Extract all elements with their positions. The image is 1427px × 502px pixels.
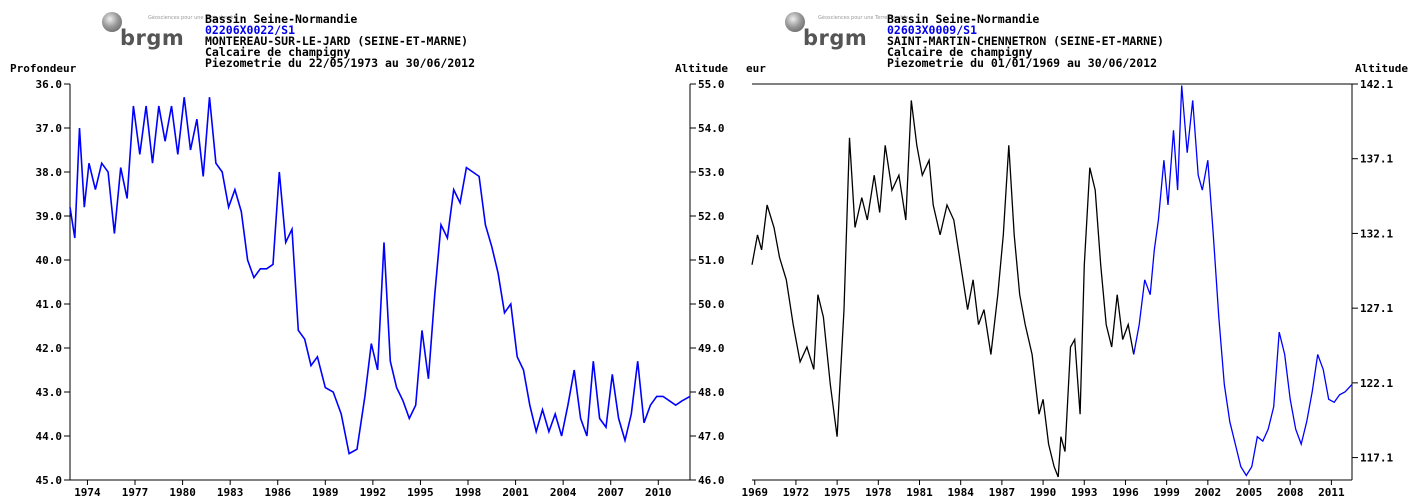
x-tick-label: 1990 <box>1030 486 1057 499</box>
left-tick-label: 38.0 <box>36 166 63 179</box>
x-tick-label: 2002 <box>1195 486 1222 499</box>
chart-header: Bassin Seine-Normandie 02206X0022/S1 MON… <box>205 12 476 70</box>
brgm-logo-icon <box>102 12 122 32</box>
header-basin: Bassin Seine-Normandie <box>205 12 358 26</box>
right-tick-label: 48.0 <box>698 386 725 399</box>
x-tick-label: 1995 <box>407 486 434 499</box>
header-code: 02603X0009/S1 <box>887 23 978 37</box>
right-chart-plot: 142.1 137.1 132.1 127.1 122.1 117.1 1969 1972 19… <box>741 78 1393 499</box>
header-aquifer: Calcaire de champigny <box>887 45 1033 59</box>
x-tick-label: 1984 <box>947 486 974 499</box>
right-tick-label: 47.0 <box>698 430 725 443</box>
left-axis-label: Profondeur <box>10 62 77 75</box>
x-tick-label: 1996 <box>1112 486 1139 499</box>
right-axis-label: Altitude <box>675 62 728 75</box>
x-tick-label: 2010 <box>645 486 672 499</box>
left-tick-label: 39.0 <box>36 210 63 223</box>
left-tick-label: 45.0 <box>36 474 63 487</box>
right-tick-label: 50.0 <box>698 298 725 311</box>
right-tick-label: 137.1 <box>1360 153 1393 166</box>
right-tick-label: 52.0 <box>698 210 725 223</box>
right-tick-label: 46.0 <box>698 474 725 487</box>
x-tick-label: 1977 <box>122 486 149 499</box>
left-chart-plot: 36.0 37.0 38.0 39.0 40.0 41.0 42.0 43.0 44.0 45.0… <box>36 78 725 499</box>
x-tick-label: 1975 <box>824 486 851 499</box>
brgm-logo-icon <box>785 12 805 32</box>
right-tick-label: 127.1 <box>1360 302 1393 315</box>
x-tick-label: 1986 <box>264 486 291 499</box>
right-tick-label: 142.1 <box>1360 78 1393 91</box>
left-tick-label: 42.0 <box>36 342 63 355</box>
header-basin: Bassin Seine-Normandie <box>887 12 1040 26</box>
left-tick-label: 43.0 <box>36 386 63 399</box>
x-tick-label: 1974 <box>74 486 101 499</box>
x-tick-label: 1981 <box>906 486 933 499</box>
right-tick-label: 122.1 <box>1360 377 1393 390</box>
x-tick-label: 1993 <box>1071 486 1098 499</box>
header-commune: MONTEREAU-SUR-LE-JARD (SEINE-ET-MARNE) <box>205 34 469 48</box>
right-tick-label: 132.1 <box>1360 227 1393 240</box>
brgm-logo-text: brgm <box>120 26 185 50</box>
x-tick-label: 1987 <box>989 486 1016 499</box>
right-tick-label: 51.0 <box>698 254 725 267</box>
x-tick-label: 1999 <box>1153 486 1180 499</box>
brgm-logo: brgm <box>785 12 867 50</box>
left-tick-label: 37.0 <box>36 122 63 135</box>
piezometric-level-line <box>69 97 691 455</box>
header-period: Piezometrie du 22/05/1973 au 30/06/2012 <box>205 56 476 70</box>
x-tick-label: 2005 <box>1236 486 1263 499</box>
x-tick-label: 1992 <box>360 486 387 499</box>
x-tick-label: 2007 <box>597 486 624 499</box>
header-aquifer: Calcaire de champigny <box>205 45 351 59</box>
x-tick-label: 2011 <box>1318 486 1345 499</box>
right-axis-label: Altitude <box>1355 62 1408 75</box>
brgm-logo: brgm <box>102 12 184 50</box>
right-tick-label: 53.0 <box>698 166 725 179</box>
x-tick-label: 1998 <box>455 486 482 499</box>
right-tick-label: 117.1 <box>1360 452 1393 465</box>
x-tick-label: 1983 <box>217 486 244 499</box>
x-tick-label: 1980 <box>169 486 196 499</box>
header-commune: SAINT-MARTIN-CHENNETRON (SEINE-ET-MARNE) <box>887 34 1164 48</box>
x-tick-label: 1972 <box>783 486 810 499</box>
left-tick-label: 44.0 <box>36 430 63 443</box>
header-period: Piezometrie du 01/01/1969 au 30/06/2012 <box>887 56 1158 70</box>
right-tick-label: 49.0 <box>698 342 725 355</box>
left-tick-label: 41.0 <box>36 298 63 311</box>
x-tick-label: 1978 <box>865 486 892 499</box>
header-code: 02206X0022/S1 <box>205 23 296 37</box>
x-tick-label: 2008 <box>1277 486 1304 499</box>
x-tick-label: 1989 <box>312 486 339 499</box>
recent-level-line <box>1133 85 1353 477</box>
left-tick-label: 36.0 <box>36 78 63 91</box>
right-chart-panel: brgm Géosciences pour une Terre durable … <box>700 0 1427 502</box>
x-tick-label: 1969 <box>741 486 768 499</box>
x-tick-label: 2001 <box>502 486 529 499</box>
right-tick-label: 54.0 <box>698 122 725 135</box>
logo-tagline: Géosciences pour une Terre durable <box>148 15 239 21</box>
left-axis-label: eur <box>746 62 766 75</box>
right-tick-label: 55.0 <box>698 78 725 91</box>
chart-header: Bassin Seine-Normandie 02603X0009/S1 SAI… <box>887 12 1164 70</box>
left-tick-label: 40.0 <box>36 254 63 267</box>
logo-tagline: Géosciences pour une Terre durable <box>818 15 909 21</box>
x-tick-label: 2004 <box>550 486 577 499</box>
brgm-logo-text: brgm <box>803 26 868 50</box>
historic-level-line <box>751 100 1135 478</box>
left-chart-panel: brgm Géosciences pour une Terre durable … <box>0 0 728 502</box>
